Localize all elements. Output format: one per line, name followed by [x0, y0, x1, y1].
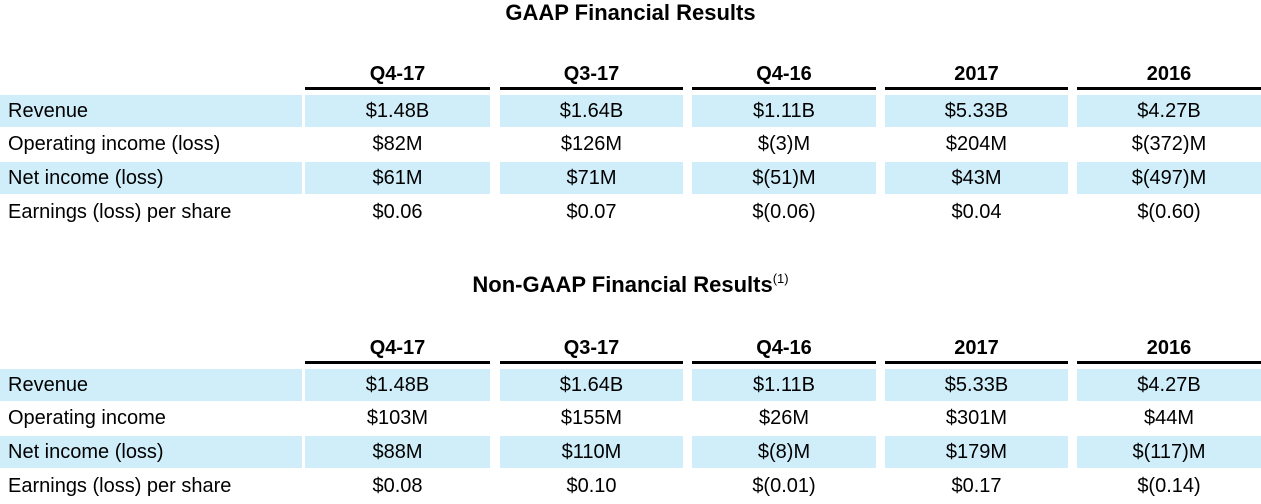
non-gaap-section: Non-GAAP Financial Results(1) Q4-17 Q3-1…: [0, 270, 1261, 499]
gaap-col-header-q4-17: Q4-17: [305, 61, 490, 90]
non-gaap-row-eps: Earnings (loss) per share $0.08 $0.10 $(…: [0, 470, 1261, 504]
gaap-row-eps: Earnings (loss) per share $0.06 $0.07 $(…: [0, 196, 1261, 230]
table-cell: $1.48B: [305, 369, 490, 401]
gaap-row-operating-income: Operating income (loss) $82M $126M $(3)M…: [0, 128, 1261, 162]
table-cell: $61M: [305, 162, 490, 194]
table-cell: $(8)M: [692, 436, 876, 468]
non-gaap-row-net-income: Net income (loss) $88M $110M $(8)M $179M…: [0, 436, 1261, 470]
table-cell: $1.11B: [692, 369, 876, 401]
non-gaap-col-header-q4-16: Q4-16: [692, 335, 876, 364]
row-label: Earnings (loss) per share: [8, 201, 232, 223]
table-cell: $1.64B: [500, 95, 683, 127]
table-cell: $(51)M: [692, 162, 876, 194]
non-gaap-col-header-q3-17: Q3-17: [500, 335, 683, 364]
table-cell: $126M: [560, 133, 623, 155]
table-cell: $5.33B: [885, 369, 1068, 401]
gaap-section: GAAP Financial Results Q4-17 Q3-17 Q4-16…: [0, 0, 1261, 240]
table-cell: $82M: [372, 133, 423, 155]
non-gaap-title: Non-GAAP Financial Results(1): [0, 272, 1261, 298]
table-cell: $(117)M: [1077, 436, 1261, 468]
table-cell: $179M: [885, 436, 1068, 468]
gaap-title: GAAP Financial Results: [0, 0, 1261, 26]
row-label: Operating income: [8, 407, 166, 429]
table-cell: $(0.60): [1137, 201, 1201, 223]
gaap-header-row: Q4-17 Q3-17 Q4-16 2017 2016: [0, 61, 1261, 91]
table-cell: $1.11B: [692, 95, 876, 127]
table-cell: $43M: [885, 162, 1068, 194]
table-cell: $(0.06): [752, 201, 816, 223]
table-cell: $155M: [560, 407, 623, 429]
gaap-row-net-income: Net income (loss) $61M $71M $(51)M $43M …: [0, 162, 1261, 196]
non-gaap-row-operating-income: Operating income $103M $155M $26M $301M …: [0, 402, 1261, 436]
table-cell: $88M: [305, 436, 490, 468]
table-cell: $0.08: [372, 475, 423, 497]
table-cell: $5.33B: [885, 95, 1068, 127]
table-cell: $0.04: [951, 201, 1002, 223]
table-cell: $0.07: [566, 201, 617, 223]
table-cell: $204M: [945, 133, 1008, 155]
table-cell: $0.10: [566, 475, 617, 497]
gaap-title-text: GAAP Financial Results: [505, 0, 756, 25]
footnote-marker: (1): [772, 271, 789, 286]
table-cell: $301M: [945, 407, 1008, 429]
table-cell: $4.27B: [1077, 95, 1261, 127]
table-cell: $26M: [758, 407, 810, 429]
non-gaap-col-header-2017: 2017: [885, 335, 1068, 364]
non-gaap-header-row: Q4-17 Q3-17 Q4-16 2017 2016: [0, 335, 1261, 365]
table-cell: $1.48B: [305, 95, 490, 127]
table-cell: $103M: [366, 407, 429, 429]
non-gaap-col-header-q4-17: Q4-17: [305, 335, 490, 364]
table-cell: $0.06: [372, 201, 423, 223]
table-cell: $(3)M: [757, 133, 811, 155]
table-cell: $(372)M: [1131, 133, 1207, 155]
row-label: Revenue: [0, 95, 302, 127]
row-label: Net income (loss): [0, 436, 302, 468]
table-cell: $(0.14): [1137, 475, 1201, 497]
table-cell: $(0.01): [752, 475, 816, 497]
row-label: Revenue: [0, 369, 302, 401]
row-label: Net income (loss): [0, 162, 302, 194]
non-gaap-col-header-2016: 2016: [1077, 335, 1261, 364]
row-label: Operating income (loss): [8, 133, 221, 155]
table-cell: $110M: [500, 436, 683, 468]
table-cell: $(497)M: [1077, 162, 1261, 194]
table-cell: $1.64B: [500, 369, 683, 401]
gaap-col-header-2017: 2017: [885, 61, 1068, 90]
row-label: Earnings (loss) per share: [8, 475, 232, 497]
gaap-col-header-q3-17: Q3-17: [500, 61, 683, 90]
table-cell: $44M: [1143, 407, 1195, 429]
table-cell: $71M: [500, 162, 683, 194]
table-cell: $0.17: [951, 475, 1002, 497]
non-gaap-title-text: Non-GAAP Financial Results: [472, 272, 773, 297]
gaap-row-revenue: Revenue $1.48B $1.64B $1.11B $5.33B $4.2…: [0, 95, 1261, 129]
gaap-col-header-q4-16: Q4-16: [692, 61, 876, 90]
table-cell: $4.27B: [1077, 369, 1261, 401]
non-gaap-row-revenue: Revenue $1.48B $1.64B $1.11B $5.33B $4.2…: [0, 369, 1261, 403]
gaap-col-header-2016: 2016: [1077, 61, 1261, 90]
